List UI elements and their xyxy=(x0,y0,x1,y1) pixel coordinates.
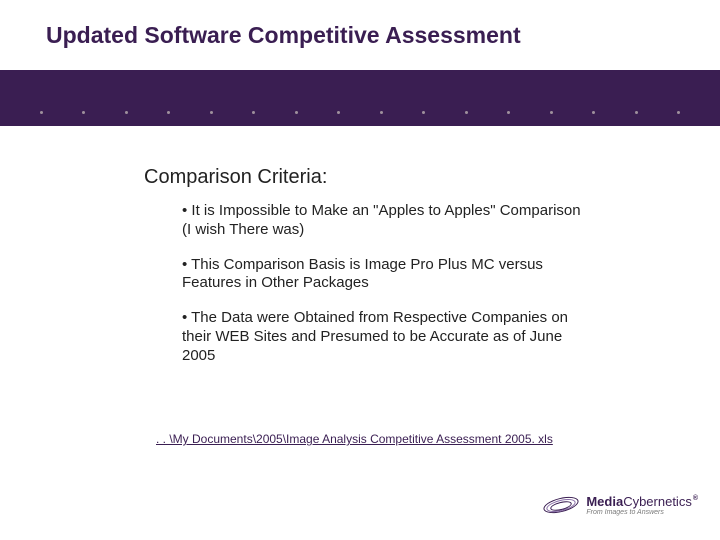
footer-logo: MediaCybernetics® From Images to Answers xyxy=(543,494,698,516)
decor-dot xyxy=(380,111,383,114)
decor-dot xyxy=(125,111,128,114)
decor-dot xyxy=(592,111,595,114)
bullet-list: • It is Impossible to Make an "Apples to… xyxy=(182,202,582,381)
decor-dot xyxy=(507,111,510,114)
bullet-item: • It is Impossible to Make an "Apples to… xyxy=(182,202,582,240)
file-link[interactable]: . . \My Documents\2005\Image Analysis Co… xyxy=(156,432,553,446)
logo-icon xyxy=(543,494,579,516)
bullet-item: • This Comparison Basis is Image Pro Plu… xyxy=(182,256,582,294)
decor-dot xyxy=(422,111,425,114)
logo-name-light: Cybernetics xyxy=(623,494,692,509)
logo-name-bold: Media xyxy=(586,494,623,509)
decor-dot xyxy=(337,111,340,114)
decor-dot xyxy=(40,111,43,114)
logo-reg: ® xyxy=(693,495,698,502)
decor-dot xyxy=(550,111,553,114)
decor-dot xyxy=(167,111,170,114)
logo-tagline: From Images to Answers xyxy=(586,509,698,516)
slide-title: Updated Software Competitive Assessment xyxy=(46,22,521,49)
header-dots xyxy=(0,106,720,118)
decor-dot xyxy=(295,111,298,114)
logo-name: MediaCybernetics® xyxy=(586,495,698,508)
decor-dot xyxy=(635,111,638,114)
subtitle: Comparison Criteria: xyxy=(144,166,327,189)
decor-dot xyxy=(677,111,680,114)
decor-dot xyxy=(465,111,468,114)
decor-dot xyxy=(82,111,85,114)
decor-dot xyxy=(252,111,255,114)
bullet-item: • The Data were Obtained from Respective… xyxy=(182,309,582,365)
decor-dot xyxy=(210,111,213,114)
